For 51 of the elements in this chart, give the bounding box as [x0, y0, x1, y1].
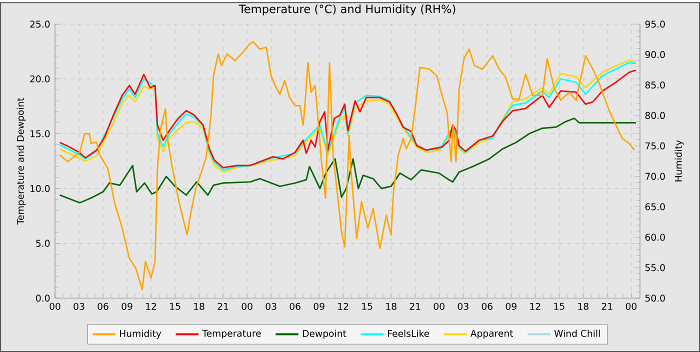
x-tick-label: 03 — [266, 302, 276, 310]
y-tick-label: 0.0 — [36, 294, 50, 302]
x-tick-label: 06 — [482, 302, 492, 310]
x-tick-label: 03 — [458, 302, 468, 310]
legend-label: FeelsLike — [388, 330, 430, 337]
y-tick-label: 10.0 — [30, 184, 50, 192]
legend-label: Dewpoint — [302, 330, 346, 339]
x-tick-label: 21 — [218, 302, 228, 310]
y2-tick-label: 85.0 — [645, 81, 665, 88]
y-tick-label: 20.0 — [30, 75, 50, 82]
x-tick-label: 03 — [74, 302, 84, 310]
legend-label: Humidity — [120, 330, 162, 339]
x-tick-label: 00 — [242, 302, 252, 310]
y-tick-label: 15.0 — [30, 130, 50, 138]
x-tick-label: 12 — [146, 302, 156, 310]
y2-tick-label: 75.0 — [645, 142, 665, 150]
y2-tick-label: 95.0 — [645, 20, 665, 28]
y2-axis-title: Humidity — [674, 140, 684, 182]
legend-label: Wind Chill — [554, 330, 600, 337]
x-tick-label: 09 — [314, 302, 324, 310]
y2-tick-label: 65.0 — [645, 203, 665, 210]
y2-tick-label: 55.0 — [645, 264, 665, 272]
y2-tick-label: 70.0 — [645, 172, 665, 180]
x-tick-label: 18 — [578, 302, 588, 310]
chart-title: Temperature (°C) and Humidity (RH%) — [238, 4, 456, 16]
legend-label: Apparent — [470, 330, 514, 339]
x-tick-label: 06 — [290, 302, 300, 310]
x-tick-label: 18 — [386, 302, 396, 310]
x-tick-label: 12 — [530, 302, 540, 310]
line-series — [59, 40, 636, 290]
x-tick-label: 21 — [602, 302, 612, 310]
legend-label: Temperature — [202, 330, 261, 339]
y2-tick-label: 50.0 — [645, 294, 665, 302]
x-tick-label: 15 — [554, 302, 564, 310]
x-tick-label: 06 — [98, 302, 108, 310]
x-tick-label: 00 — [626, 302, 637, 310]
x-tick-label: 09 — [506, 302, 516, 310]
y2-tick-label: 80.0 — [645, 112, 665, 119]
x-tick-label: 15 — [170, 302, 180, 310]
x-tick-label: 00 — [50, 302, 60, 310]
y-axis-title: Temperature and Dewpoint — [16, 98, 26, 225]
x-tick-label: 12 — [338, 302, 348, 310]
x-tick-label: 15 — [362, 302, 372, 310]
x-tick-label: 18 — [194, 302, 204, 310]
x-tick-label: 21 — [410, 302, 420, 310]
y-tick-label: 25.0 — [30, 20, 50, 28]
y-tick-label: 5.0 — [36, 240, 50, 247]
x-tick-label: 09 — [122, 302, 132, 310]
y2-tick-label: 60.0 — [645, 234, 665, 241]
y2-tick-label: 90.0 — [645, 50, 665, 58]
x-tick-label: 00 — [434, 302, 444, 310]
